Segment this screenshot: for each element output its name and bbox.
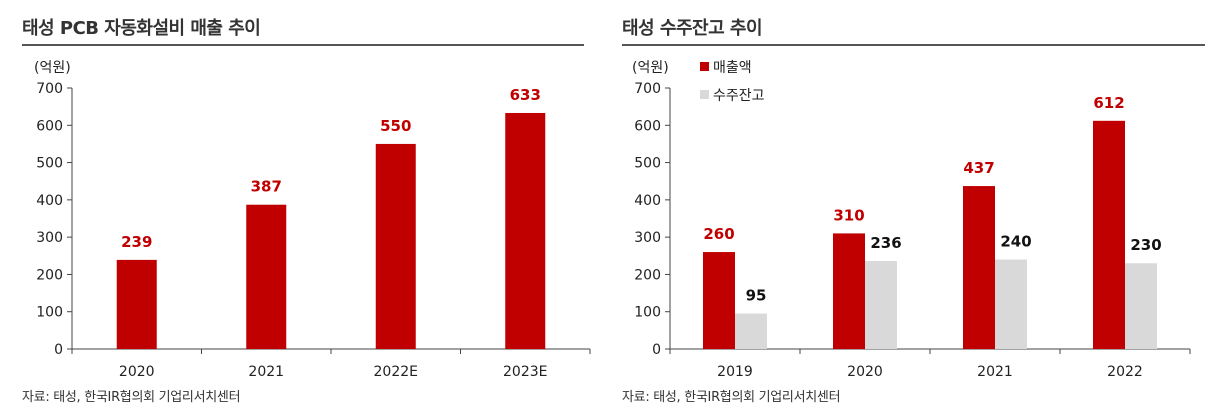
y-tick-label: 0 bbox=[54, 342, 63, 358]
y-axis-unit-label: (억원) bbox=[632, 60, 669, 76]
bar-매출액 bbox=[246, 204, 287, 349]
bar-chart-pcb-sales: (억원) 0 100 200 300 400 500 600 700 2020 239 2021 387… bbox=[34, 60, 591, 380]
bar-매출액 bbox=[703, 252, 735, 349]
x-tick-label: 2019 bbox=[717, 364, 753, 380]
y-tick-label: 200 bbox=[634, 267, 661, 283]
x-tick-label: 2022 bbox=[1107, 364, 1143, 380]
y-tick-label: 300 bbox=[634, 230, 661, 246]
title-divider bbox=[22, 44, 584, 46]
bar-매출액 bbox=[1093, 120, 1125, 349]
data-label: 387 bbox=[251, 178, 282, 196]
data-label: 240 bbox=[1000, 233, 1031, 251]
bar-수주잔고 bbox=[865, 261, 897, 349]
y-tick-label: 700 bbox=[634, 81, 661, 97]
chart-title: 태성 수주잔고 추이 bbox=[622, 18, 763, 39]
y-tick-label: 400 bbox=[634, 193, 661, 209]
y-tick-label: 700 bbox=[36, 81, 63, 97]
y-tick-label: 400 bbox=[36, 193, 63, 209]
legend-swatch bbox=[700, 62, 709, 71]
bar-수주잔고 bbox=[995, 259, 1027, 349]
y-tick-label: 500 bbox=[634, 156, 661, 172]
legend-label: 수주잔고 bbox=[713, 88, 765, 104]
x-tick-label: 2020 bbox=[119, 364, 155, 380]
data-label: 437 bbox=[963, 159, 994, 177]
y-tick-label: 500 bbox=[36, 156, 63, 172]
chart-title: 태성 PCB 자동화설비 매출 추이 bbox=[22, 18, 261, 39]
source-note: 자료: 태성, 한국IR협의회 기업리서치센터 bbox=[622, 390, 841, 405]
bar-수주잔고 bbox=[735, 313, 767, 349]
chart-panel-pcb-sales: 태성 PCB 자동화설비 매출 추이 (억원) 0 100 200 300 400 500 6… bbox=[0, 0, 591, 416]
bar-매출액 bbox=[833, 233, 865, 349]
y-tick-label: 0 bbox=[652, 342, 661, 358]
data-label: 550 bbox=[380, 117, 411, 135]
legend-label: 매출액 bbox=[713, 60, 752, 76]
chart-panel-order-backlog: 태성 수주잔고 추이 (억원) 0 100 200 300 400 500 600 700 201… bbox=[615, 0, 1210, 416]
data-label: 260 bbox=[703, 225, 734, 243]
x-tick-label: 2020 bbox=[847, 364, 883, 380]
y-tick-label: 200 bbox=[36, 267, 63, 283]
source-note: 자료: 태성, 한국IR협의회 기업리서치센터 bbox=[22, 390, 241, 405]
bar-chart-order-backlog: (억원) 0 100 200 300 400 500 600 700 2019 260 95 2020 3… bbox=[632, 60, 1191, 380]
bar-매출액 bbox=[963, 186, 995, 349]
y-tick-label: 600 bbox=[36, 118, 63, 134]
data-label: 230 bbox=[1130, 236, 1161, 254]
x-tick-label: 2021 bbox=[977, 364, 1013, 380]
data-label: 633 bbox=[510, 86, 541, 104]
data-label: 612 bbox=[1093, 94, 1124, 112]
y-tick-label: 100 bbox=[634, 305, 661, 321]
data-label: 310 bbox=[833, 206, 864, 224]
data-label: 239 bbox=[121, 233, 152, 251]
data-label: 236 bbox=[870, 234, 901, 252]
bar-매출액 bbox=[375, 143, 416, 349]
y-tick-label: 100 bbox=[36, 305, 63, 321]
bar-매출액 bbox=[116, 259, 157, 349]
x-tick-label: 2021 bbox=[248, 364, 284, 380]
y-axis-unit-label: (억원) bbox=[34, 60, 71, 76]
y-tick-label: 600 bbox=[634, 118, 661, 134]
data-label: 95 bbox=[746, 287, 767, 305]
bar-수주잔고 bbox=[1125, 263, 1157, 349]
x-tick-label: 2023E bbox=[503, 364, 547, 380]
bar-매출액 bbox=[505, 112, 546, 349]
legend-swatch bbox=[700, 90, 709, 99]
x-tick-label: 2022E bbox=[374, 364, 418, 380]
title-divider bbox=[622, 44, 1205, 46]
y-tick-label: 300 bbox=[36, 230, 63, 246]
